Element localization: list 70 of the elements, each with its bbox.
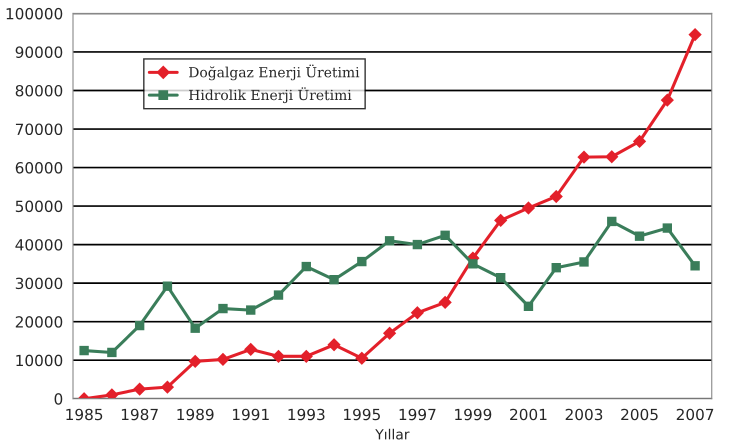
point [524,302,534,311]
y-tick-label: 10000 [16,354,62,366]
x-tick-label: 1995 [344,408,380,420]
point [605,150,618,164]
x-tick-label: 2005 [621,408,658,420]
y-tick-label: 30000 [16,278,62,290]
point [218,304,228,314]
point [328,338,340,352]
point [690,261,700,270]
x-tick-label: 1985 [66,408,102,420]
point [688,28,702,42]
point [412,240,422,250]
y-tick-label: 70000 [16,123,62,136]
point [302,262,311,272]
point [607,216,616,226]
point [550,190,563,203]
point [410,306,424,320]
point [244,342,258,356]
point [633,134,646,148]
point [329,274,339,284]
y-tick-label: 90000 [16,46,62,58]
x-tick-label: 2007 [676,408,714,420]
x-tick-label: 1999 [455,408,492,420]
point [440,230,450,240]
x-tick-label: 2003 [566,408,602,420]
point [662,223,672,233]
y-tick-label: 80000 [16,84,62,97]
x-tick-label: 2001 [510,408,546,420]
point [355,352,368,365]
point [552,263,561,272]
point [216,353,230,366]
point [79,346,89,356]
point [494,214,508,227]
point [107,348,117,358]
point [246,305,256,315]
point [188,354,202,368]
point [161,380,174,394]
point [383,326,396,340]
point [579,257,589,267]
point [162,282,172,291]
point [272,350,285,363]
y-tick-label: 50000 [16,200,62,212]
y-tick-label: 0 [54,393,62,405]
y-tick-label: 60000 [16,162,62,174]
x-tick-label: 1987 [122,408,158,420]
x-tick-label: 1991 [232,408,269,420]
point [134,320,144,330]
y-tick-label: 40000 [15,239,62,251]
point [105,388,118,399]
point [496,273,506,282]
x-tick-label: 1997 [400,408,436,420]
point [438,296,452,309]
x-tick-label: 1993 [288,408,324,420]
y-tick-label: 20000 [16,316,62,328]
point [274,290,284,300]
x-tick-label: 1989 [177,408,214,420]
point [300,350,313,363]
point [190,324,200,333]
point [634,231,644,241]
point [384,236,394,246]
point [578,150,590,164]
legend-label: Hidrolik Enerji Üretimi [189,87,352,104]
legend-label: Doğalgaz Enerji Üretimi [189,64,360,80]
x-axis-title: Yıllar [375,428,410,440]
point [133,382,146,396]
point [660,94,674,107]
point [522,202,535,214]
y-tick-label: 100000 [6,8,62,20]
point [357,256,367,266]
point [468,259,478,269]
